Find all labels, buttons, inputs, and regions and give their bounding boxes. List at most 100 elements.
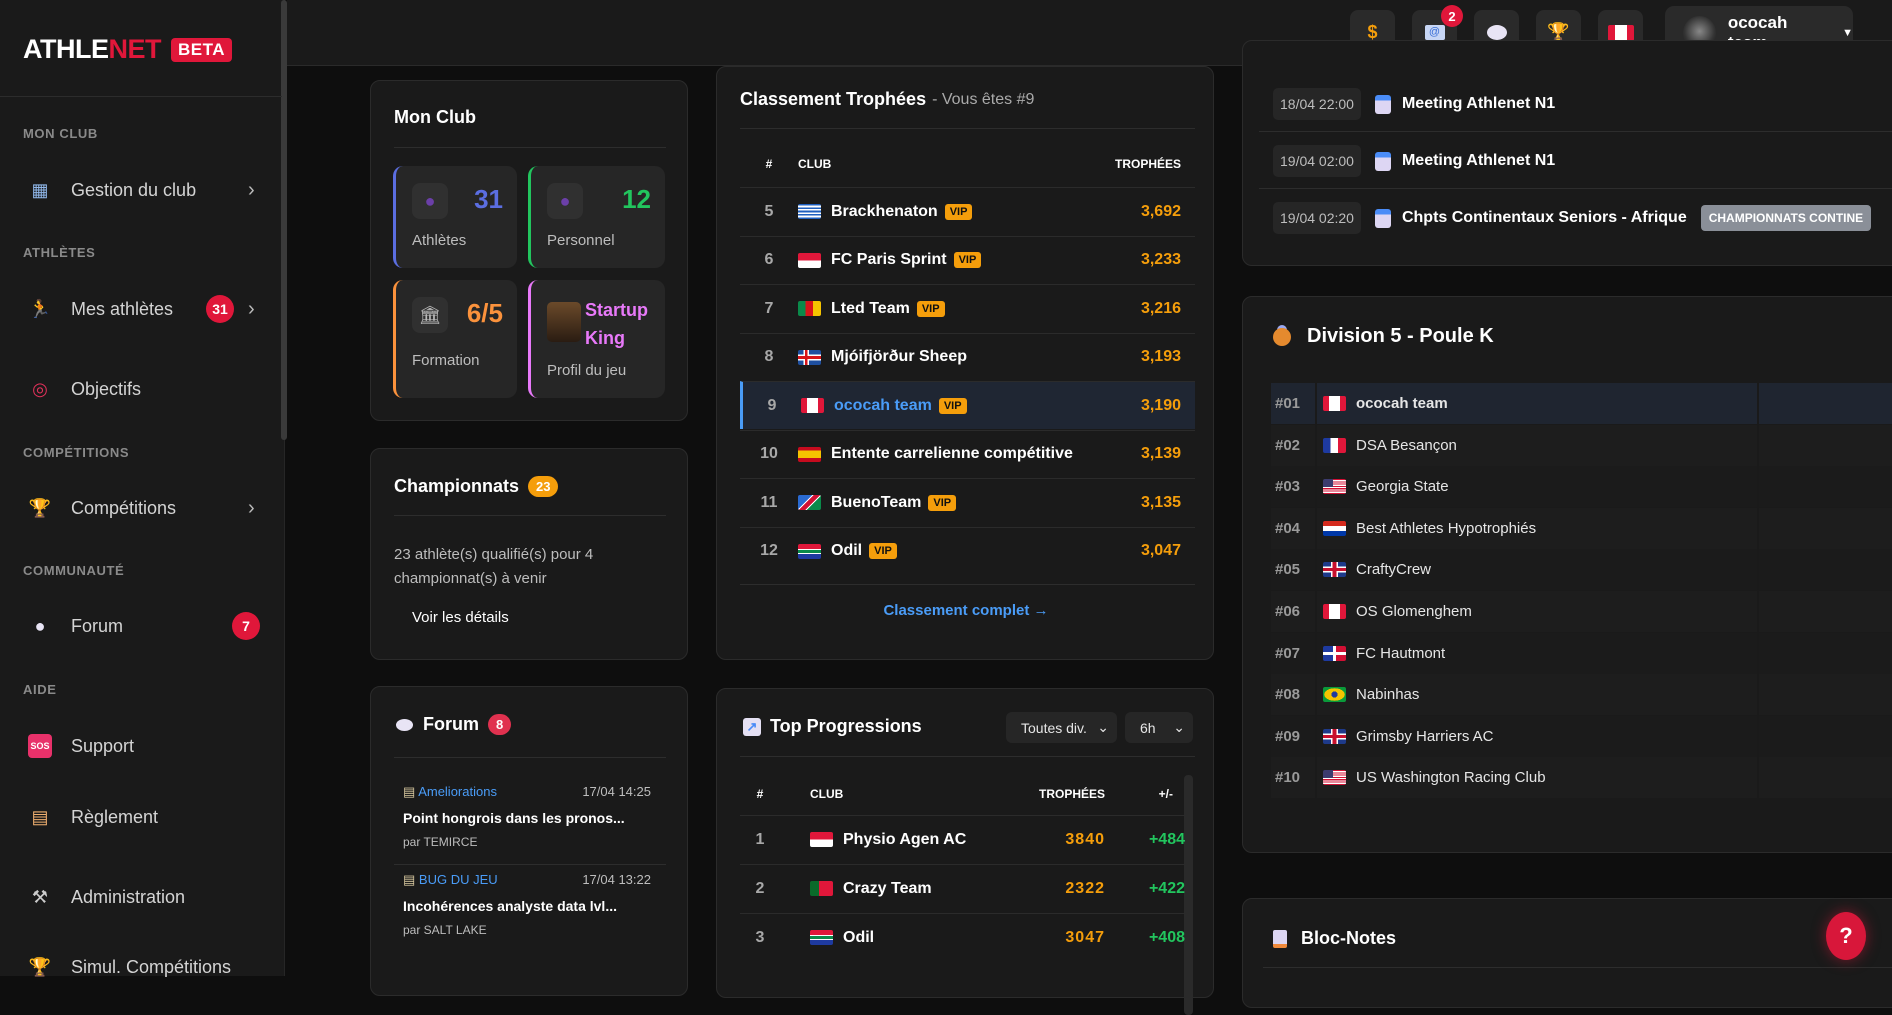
ranking-row[interactable]: 8 Mjóifjörður Sheep 3,193 [740,332,1195,381]
sidebar-item-administration[interactable]: ⚒ Administration [28,877,260,917]
full-ranking-link[interactable]: Classement complet → [883,602,1049,619]
standings-row[interactable]: #10 US Washington Racing Club [1271,757,1892,799]
ranking-row[interactable]: 9 ococah team VIP 3,190 [740,381,1195,429]
event-row[interactable]: 18/04 22:00 Meeting Athlenet N1 [1273,84,1555,124]
standings-row[interactable]: #09 Grimsby Harriers AC [1271,715,1892,757]
club-name[interactable]: Entente carrelienne compétitive [831,445,1073,462]
event-row[interactable]: 19/04 02:00 Meeting Athlenet N1 [1273,141,1555,181]
rank: #10 [1271,757,1315,799]
club-name[interactable]: Odil [843,928,875,946]
speech-bubble-icon [1486,25,1507,40]
division-filter-select[interactable]: Toutes div. ⌄ [1006,712,1117,743]
club-cell: OS Glomenghem [1317,591,1757,632]
stat-tile-athletes[interactable]: ● 31 Athlètes [393,166,517,268]
stat-tile-profil-du-jeu[interactable]: Startup King Profil du jeu [528,280,665,398]
club-name[interactable]: CraftyCrew [1356,561,1432,579]
club-name[interactable]: FC Paris Sprint [831,251,947,268]
stat-label: Profil du jeu [547,362,627,379]
events-card: 18/04 22:00 Meeting Athlenet N1 19/04 02:0… [1242,40,1892,266]
club-name[interactable]: Odil [831,542,863,559]
standings-row[interactable]: #07 FC Hautmont [1271,632,1892,674]
sidebar-item-support[interactable]: SOS Support [28,726,260,766]
logo[interactable]: ATHLE NET BETA [23,34,233,65]
progression-row[interactable]: 2 Crazy Team 2322 +422 [740,864,1185,912]
ranking-row[interactable]: 6 FC Paris Sprint VIP 3,233 [740,235,1195,284]
club-name[interactable]: FC Hautmont [1356,644,1446,662]
stats-cell [1759,591,1892,632]
forum-post[interactable]: ▤ BUG DU JEU 17/04 13:22 Incohérences anal… [403,872,651,937]
clipboard-icon: ▤ [403,784,419,799]
forum-post[interactable]: ▤ Ameliorations 17/04 14:25 Point hongrois… [403,784,651,849]
stat-tile-formation[interactable]: 🏛 6/5 Formation [393,280,517,398]
club-name[interactable]: Lted Team [831,299,910,317]
sidebar-item-simul-competitions[interactable]: 🏆 Simul. Compétitions [28,947,260,987]
trophy-icon: 🏆 [1547,22,1570,42]
sidebar-item-mes-athletes[interactable]: 🏃 Mes athlètes 31 › [28,289,260,329]
club-name[interactable]: Crazy Team [843,879,932,897]
table-scrollbar[interactable] [1184,775,1193,1015]
card-title: Mon Club [394,107,476,127]
club-name[interactable]: Brackhenaton [831,202,938,220]
sidebar-scrollbar[interactable] [281,0,287,440]
ranking-row[interactable]: 12 Odil VIP 3,047 [740,526,1195,575]
delta: +408 [1148,928,1185,946]
standings-row[interactable]: #04 Best Athletes Hypotrophiés [1271,507,1892,549]
club-name[interactable]: Physio Agen AC [843,830,967,848]
club-name[interactable]: Grimsby Harriers AC [1356,727,1494,745]
speech-bubble-icon [396,718,413,731]
standings-row[interactable]: #02 DSA Besançon [1271,424,1892,466]
standings-row[interactable]: #08 Nabinhas [1271,674,1892,716]
sidebar-item-gestion-du-club[interactable]: ▦ Gestion du club › [28,170,260,210]
za-flag-icon [810,930,833,945]
post-meta: ▤ Ameliorations 17/04 14:25 [403,784,651,800]
card-title: Championnats [394,476,520,496]
standings-row[interactable]: #06 OS Glomenghem [1271,591,1892,632]
post-category[interactable]: ▤ Ameliorations [403,784,497,800]
profile-name: Startup King [585,300,648,348]
divider [740,128,1195,129]
ca-flag-icon [801,398,824,413]
es-flag-icon [798,446,821,462]
count-badge: 8 [488,714,512,735]
ranking-row[interactable]: 10 Entente carrelienne compétitive 3,139 [740,429,1195,478]
rank: 3 [755,928,765,946]
progression-row[interactable]: 3 Odil 3047 +408 [740,913,1185,961]
card-title: Bloc-Notes [1301,928,1397,948]
club-cell: US Washington Racing Club [1317,757,1757,799]
stats-cell [1759,674,1892,716]
calendar-icon [1374,208,1391,228]
sidebar-item-reglement[interactable]: ▤ Règlement [28,797,260,837]
club-name[interactable]: OS Glomenghem [1356,603,1472,620]
club-name[interactable]: BuenoTeam [831,493,922,511]
details-link[interactable]: Voir les détails [412,609,509,626]
club-name[interactable]: Georgia State [1356,478,1449,496]
club-name[interactable]: US Washington Racing Club [1356,769,1546,787]
py-flag-icon [1323,520,1346,536]
period-filter-select[interactable]: 6h ⌄ [1125,712,1193,743]
ranking-row[interactable]: 11 BuenoTeam VIP 3,135 [740,478,1195,526]
sidebar-item-forum[interactable]: ● Forum 7 [28,606,260,646]
club-name[interactable]: ococah team [1356,395,1448,412]
progression-row[interactable]: 1 Physio Agen AC 3840 +484 [740,815,1185,863]
club-cell: Georgia State [1317,466,1757,508]
ranking-row[interactable]: 5 Brackhenaton VIP 3,692 [740,187,1195,235]
club-name[interactable]: ococah team [834,396,932,414]
standings-row[interactable]: #01 ococah team [1271,383,1892,424]
trophies: 3,135 [1140,493,1181,511]
club-name[interactable]: Nabinhas [1356,686,1420,704]
post-category[interactable]: ▤ BUG DU JEU [403,872,498,888]
stat-value: 12 [622,184,651,214]
club-name[interactable]: DSA Besançon [1356,436,1457,454]
standings-row[interactable]: #05 CraftyCrew [1271,549,1892,591]
ranking-row[interactable]: 7 Lted Team VIP 3,216 [740,284,1195,332]
sidebar-item-objectifs[interactable]: ◎ Objectifs [28,369,260,409]
sidebar-item-competitions[interactable]: 🏆 Compétitions › [28,488,260,528]
stat-tile-personnel[interactable]: ● 12 Personnel [528,166,665,268]
club-name[interactable]: Best Athletes Hypotrophiés [1356,519,1537,537]
club-name[interactable]: Mjóifjörður Sheep [831,348,967,365]
help-button[interactable]: ? [1826,912,1866,960]
standings-row[interactable]: #03 Georgia State [1271,466,1892,508]
rank: #07 [1271,632,1315,674]
event-row[interactable]: 19/04 02:20 Chpts Continentaux Seniors - … [1273,198,1872,238]
col-header-trophies: TROPHÉES [1038,787,1105,801]
